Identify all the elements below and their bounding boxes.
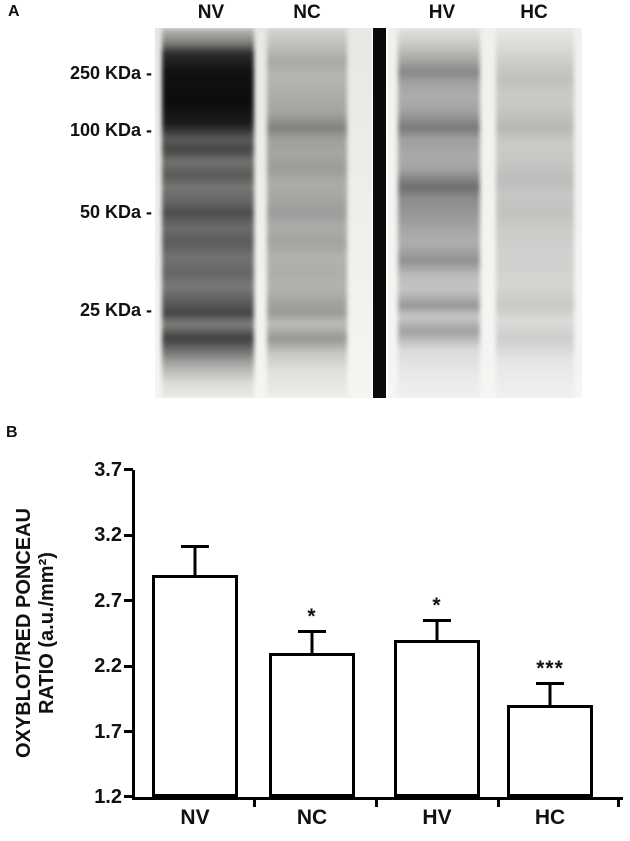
blot-lane-nc <box>267 28 347 398</box>
significance-label: *** <box>536 656 564 680</box>
error-bar <box>298 629 326 654</box>
blot-lane-nv <box>162 28 254 398</box>
x-tick-label-nv: NV <box>180 806 210 829</box>
mw-marker-250kda: 250 KDa - <box>69 63 152 83</box>
lane-label-nc: NC <box>293 2 321 23</box>
mw-marker-50kda: 50 KDa - <box>79 202 152 222</box>
x-tick-mark <box>617 800 620 807</box>
significance-label: * <box>307 604 317 628</box>
lane-label-hv: HV <box>428 2 456 23</box>
bar-group-nc: * <box>269 604 355 797</box>
error-bar-line <box>310 632 314 654</box>
oxyblot-membrane-left <box>155 28 372 398</box>
oxyblot-membrane-right <box>388 28 582 398</box>
x-tick-mark <box>253 800 256 807</box>
y-tick-mark <box>124 599 133 602</box>
bar-hv <box>394 640 480 797</box>
mw-marker-100kda: 100 KDa - <box>69 120 152 140</box>
y-tick-mark <box>124 795 133 798</box>
y-tick-mark <box>124 468 133 471</box>
significance-label: * <box>432 594 442 618</box>
error-bar <box>423 619 451 640</box>
error-bar-line <box>548 684 552 706</box>
error-bar-line <box>193 547 197 575</box>
x-tick-mark <box>375 800 378 807</box>
lane-label-nv: NV <box>197 2 225 23</box>
error-bar <box>181 544 209 575</box>
y-tick-label: 1.2 <box>94 786 122 808</box>
panel-b-label: B <box>6 424 18 441</box>
y-tick-mark <box>124 665 133 668</box>
x-tick-label-hv: HV <box>422 806 452 829</box>
y-tick-label: 2.2 <box>94 655 122 677</box>
y-axis-label-line1: OXYBLOT/RED PONCEAU <box>13 507 35 759</box>
blot-lane-hv <box>398 28 480 398</box>
mw-marker-25kda: 25 KDa - <box>79 300 152 320</box>
bar-hc <box>507 705 593 797</box>
y-tick-label: 1.7 <box>94 721 122 743</box>
y-axis-label-line2: RATIO (a.u./mm²) <box>36 552 58 714</box>
blot-divider-bar <box>373 28 386 398</box>
x-tick-label-nc: NC <box>296 806 328 829</box>
x-tick-label-hc: HC <box>534 806 566 829</box>
y-tick-mark <box>124 730 133 733</box>
bar-group-hc: *** <box>507 656 593 797</box>
bar-group-hv: * <box>394 594 480 797</box>
bar-nc <box>269 653 355 797</box>
panel-a-label: A <box>8 3 20 20</box>
lane-label-hc: HC <box>520 2 548 23</box>
bar-group-nv <box>152 544 238 797</box>
y-axis-label: OXYBLOT/RED PONCEAU RATIO (a.u./mm²) <box>13 465 59 801</box>
y-tick-label: 3.7 <box>94 459 122 481</box>
plot-area <box>132 470 623 800</box>
y-tick-label: 2.7 <box>94 590 122 612</box>
y-tick-mark <box>124 534 133 537</box>
error-bar <box>536 681 564 706</box>
error-bar-line <box>435 622 439 640</box>
bar-nv <box>152 574 238 797</box>
x-tick-mark <box>497 800 500 807</box>
blot-lane-hc <box>496 28 574 398</box>
y-tick-label: 3.2 <box>94 524 122 546</box>
